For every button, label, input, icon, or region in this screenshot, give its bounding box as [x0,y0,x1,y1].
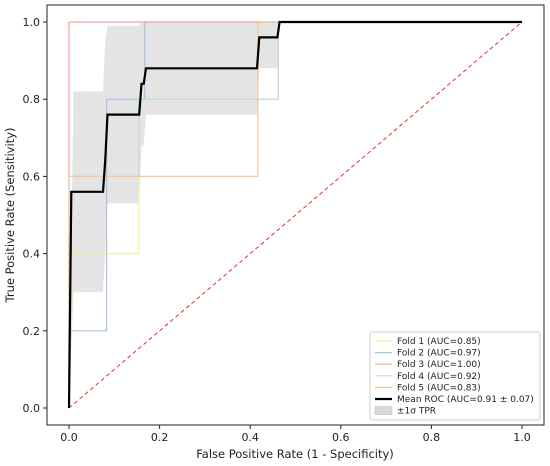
std-band-layer [69,22,522,408]
x-axis-label: False Positive Rate (1 - Specificity) [196,447,394,461]
y-axis-label: True Positive Rate (Sensitivity) [3,128,17,304]
diagonal-layer [68,21,523,409]
legend-box [369,331,541,421]
x-ticks: 0.0 0.2 0.4 0.6 0.8 1.0 [60,425,531,444]
y-tick-label: 0.8 [23,93,41,106]
legend-label: ±1σ TPR [397,407,436,417]
y-tick-label: 1.0 [23,16,41,29]
std-band-area [69,22,522,408]
legend-swatch [374,406,393,415]
y-ticks: 0.0 0.2 0.4 0.6 0.8 1.0 [23,16,47,415]
x-tick-label: 0.0 [60,431,78,444]
legend-label: Fold 2 (AUC=0.97) [397,349,481,359]
plot-frame [46,4,545,426]
y-tick-label: 0.2 [23,325,41,338]
x-tick-label: 1.0 [513,431,531,444]
mean-roc-layer [67,20,522,409]
legend: Fold 1 (AUC=0.85) Fold 2 (AUC=0.97)Fold 3… [369,331,541,421]
legend-label: Mean ROC (AUC=0.91 ± 0.07) [397,395,534,405]
legend-label: Fold 1 (AUC=0.85) [397,337,481,347]
y-tick-label: 0.4 [23,248,41,261]
legend-label: Fold 5 (AUC=0.83) [397,383,481,393]
x-tick-label: 0.8 [423,431,441,444]
legend-label: Fold 3 (AUC=1.00) [397,360,481,370]
chance-diagonal-line [68,21,523,409]
x-tick-label: 0.4 [241,431,259,444]
x-tick-label: 0.2 [151,431,169,444]
x-tick-label: 0.6 [332,431,350,444]
legend-label: Fold 4 (AUC=0.92) [397,372,481,382]
mean-roc-line [67,20,522,409]
y-tick-label: 0.6 [23,170,41,183]
y-tick-label: 0.0 [23,402,41,415]
